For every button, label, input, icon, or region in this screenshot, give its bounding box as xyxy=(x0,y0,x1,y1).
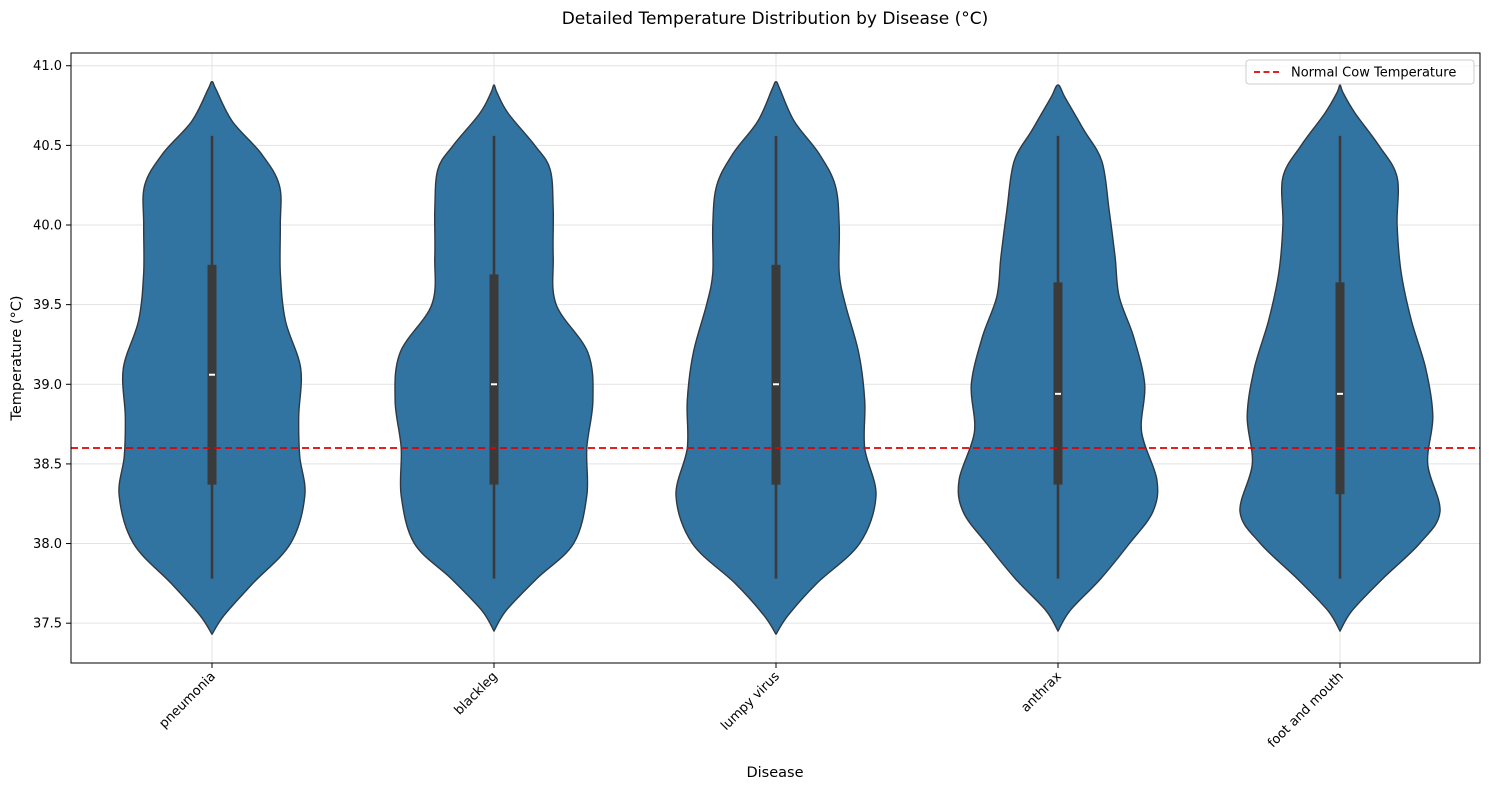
y-axis: 37.5 38.0 38.5 39.0 39.5 40.0 40.5 41.0 xyxy=(33,59,71,632)
y-axis-label: Temperature (°C) xyxy=(9,295,25,421)
legend: Normal Cow Temperature xyxy=(1245,59,1475,85)
legend-label: Normal Cow Temperature xyxy=(1291,66,1456,81)
x-axis-label: Disease xyxy=(746,765,803,781)
y-tick-label: 40.5 xyxy=(33,139,62,154)
chart-title: Detailed Temperature Distribution by Dis… xyxy=(562,9,989,29)
iqr-box xyxy=(771,264,781,485)
y-tick-label: 37.5 xyxy=(33,617,62,632)
y-tick-label: 39.0 xyxy=(33,378,62,393)
y-tick-label: 38.0 xyxy=(33,537,62,552)
y-tick-label: 41.0 xyxy=(33,59,62,74)
y-tick-label: 38.5 xyxy=(33,457,62,472)
y-tick-label: 39.5 xyxy=(33,298,62,313)
violins xyxy=(118,81,1441,635)
legend-box xyxy=(1245,59,1475,85)
iqr-box xyxy=(1335,282,1345,495)
iqr-box xyxy=(489,274,499,485)
y-tick-label: 40.0 xyxy=(33,219,62,234)
iqr-box xyxy=(1053,282,1063,485)
